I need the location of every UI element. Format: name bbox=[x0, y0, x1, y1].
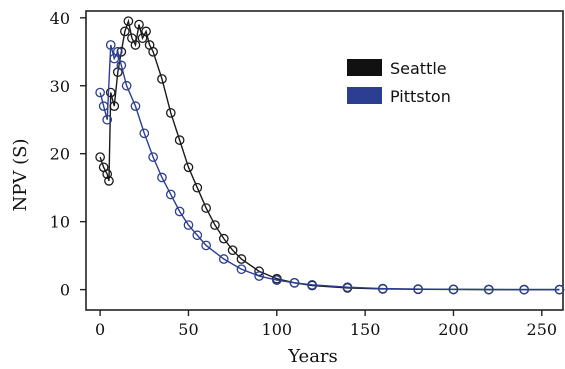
y-tick-label: 10 bbox=[50, 213, 70, 232]
data-point-seattle bbox=[174, 135, 185, 145]
data-point-pittston bbox=[165, 189, 176, 200]
y-tick-label: 20 bbox=[50, 145, 70, 164]
data-point-seattle bbox=[157, 74, 167, 84]
data-point-seattle bbox=[123, 16, 134, 27]
data-point-pittston bbox=[236, 264, 247, 275]
data-point-pittston bbox=[95, 87, 105, 98]
data-point-seattle bbox=[109, 101, 120, 111]
series-line-pittston bbox=[99, 44, 560, 291]
legend: Seattle Pittston bbox=[347, 59, 451, 106]
data-point-seattle bbox=[134, 19, 144, 30]
data-point-seattle bbox=[105, 87, 116, 98]
data-point-pittston bbox=[148, 152, 158, 162]
x-tick-label: 250 bbox=[527, 320, 558, 339]
data-point-pittston bbox=[271, 275, 282, 285]
data-point-seattle bbox=[102, 169, 113, 179]
data-point-seattle bbox=[130, 40, 141, 50]
data-point-seattle bbox=[104, 176, 114, 186]
data-point-pittston bbox=[554, 284, 565, 295]
data-point-seattle bbox=[165, 108, 176, 118]
x-axis-label: Years bbox=[287, 346, 338, 367]
data-point-pittston bbox=[98, 101, 109, 111]
legend-swatch-pittston bbox=[347, 87, 382, 104]
x-tick-label: 50 bbox=[178, 320, 198, 339]
data-point-seattle bbox=[95, 152, 105, 162]
data-point-pittston bbox=[289, 277, 300, 288]
data-point-seattle bbox=[120, 26, 130, 37]
data-point-pittston bbox=[174, 206, 185, 217]
data-point-seattle bbox=[141, 26, 151, 37]
y-tick-label: 30 bbox=[50, 77, 70, 96]
plot-frame bbox=[85, 10, 564, 311]
y-tick-label: 0 bbox=[60, 281, 70, 300]
x-tick-label: 100 bbox=[262, 320, 293, 339]
data-point-pittston bbox=[116, 60, 127, 71]
series-line-seattle bbox=[99, 18, 560, 291]
legend-label-pittston: Pittston bbox=[390, 87, 451, 106]
data-point-seattle bbox=[227, 245, 238, 256]
data-point-seattle bbox=[183, 162, 194, 173]
y-axis-label: NPV (S) bbox=[10, 139, 31, 212]
y-tick-label: 40 bbox=[50, 9, 70, 28]
data-point-seattle bbox=[192, 182, 203, 193]
data-point-seattle bbox=[236, 254, 247, 264]
data-point-pittston bbox=[413, 284, 423, 294]
data-point-pittston bbox=[448, 284, 459, 295]
data-point-pittston bbox=[483, 284, 494, 295]
x-tick-label: 150 bbox=[350, 320, 381, 339]
data-point-pittston bbox=[377, 283, 388, 294]
data-point-pittston bbox=[192, 230, 203, 241]
data-point-pittston bbox=[112, 46, 123, 57]
legend-swatch-seattle bbox=[347, 59, 382, 76]
data-point-pittston bbox=[105, 40, 116, 50]
data-point-seattle bbox=[210, 220, 220, 230]
data-point-seattle bbox=[218, 233, 229, 244]
data-point-pittston bbox=[519, 284, 529, 295]
data-point-pittston bbox=[254, 271, 264, 281]
data-point-pittston bbox=[218, 254, 229, 264]
data-point-pittston bbox=[121, 80, 132, 91]
data-point-pittston bbox=[157, 172, 167, 183]
ticks-layer: 0 50 100 150 200 250 0 10 20 30 40 bbox=[50, 9, 557, 339]
series-layer bbox=[95, 16, 565, 295]
data-point-seattle bbox=[148, 46, 158, 57]
data-point-pittston bbox=[183, 220, 194, 230]
data-point-pittston bbox=[201, 240, 211, 251]
data-point-seattle bbox=[201, 203, 211, 213]
data-point-pittston bbox=[130, 101, 141, 111]
x-tick-label: 200 bbox=[438, 320, 469, 339]
legend-label-seattle: Seattle bbox=[390, 59, 447, 78]
data-point-pittston bbox=[139, 128, 150, 139]
x-tick-label: 0 bbox=[95, 320, 105, 339]
data-point-pittston bbox=[102, 114, 113, 125]
data-point-pittston bbox=[342, 282, 353, 293]
data-point-pittston bbox=[307, 280, 317, 290]
